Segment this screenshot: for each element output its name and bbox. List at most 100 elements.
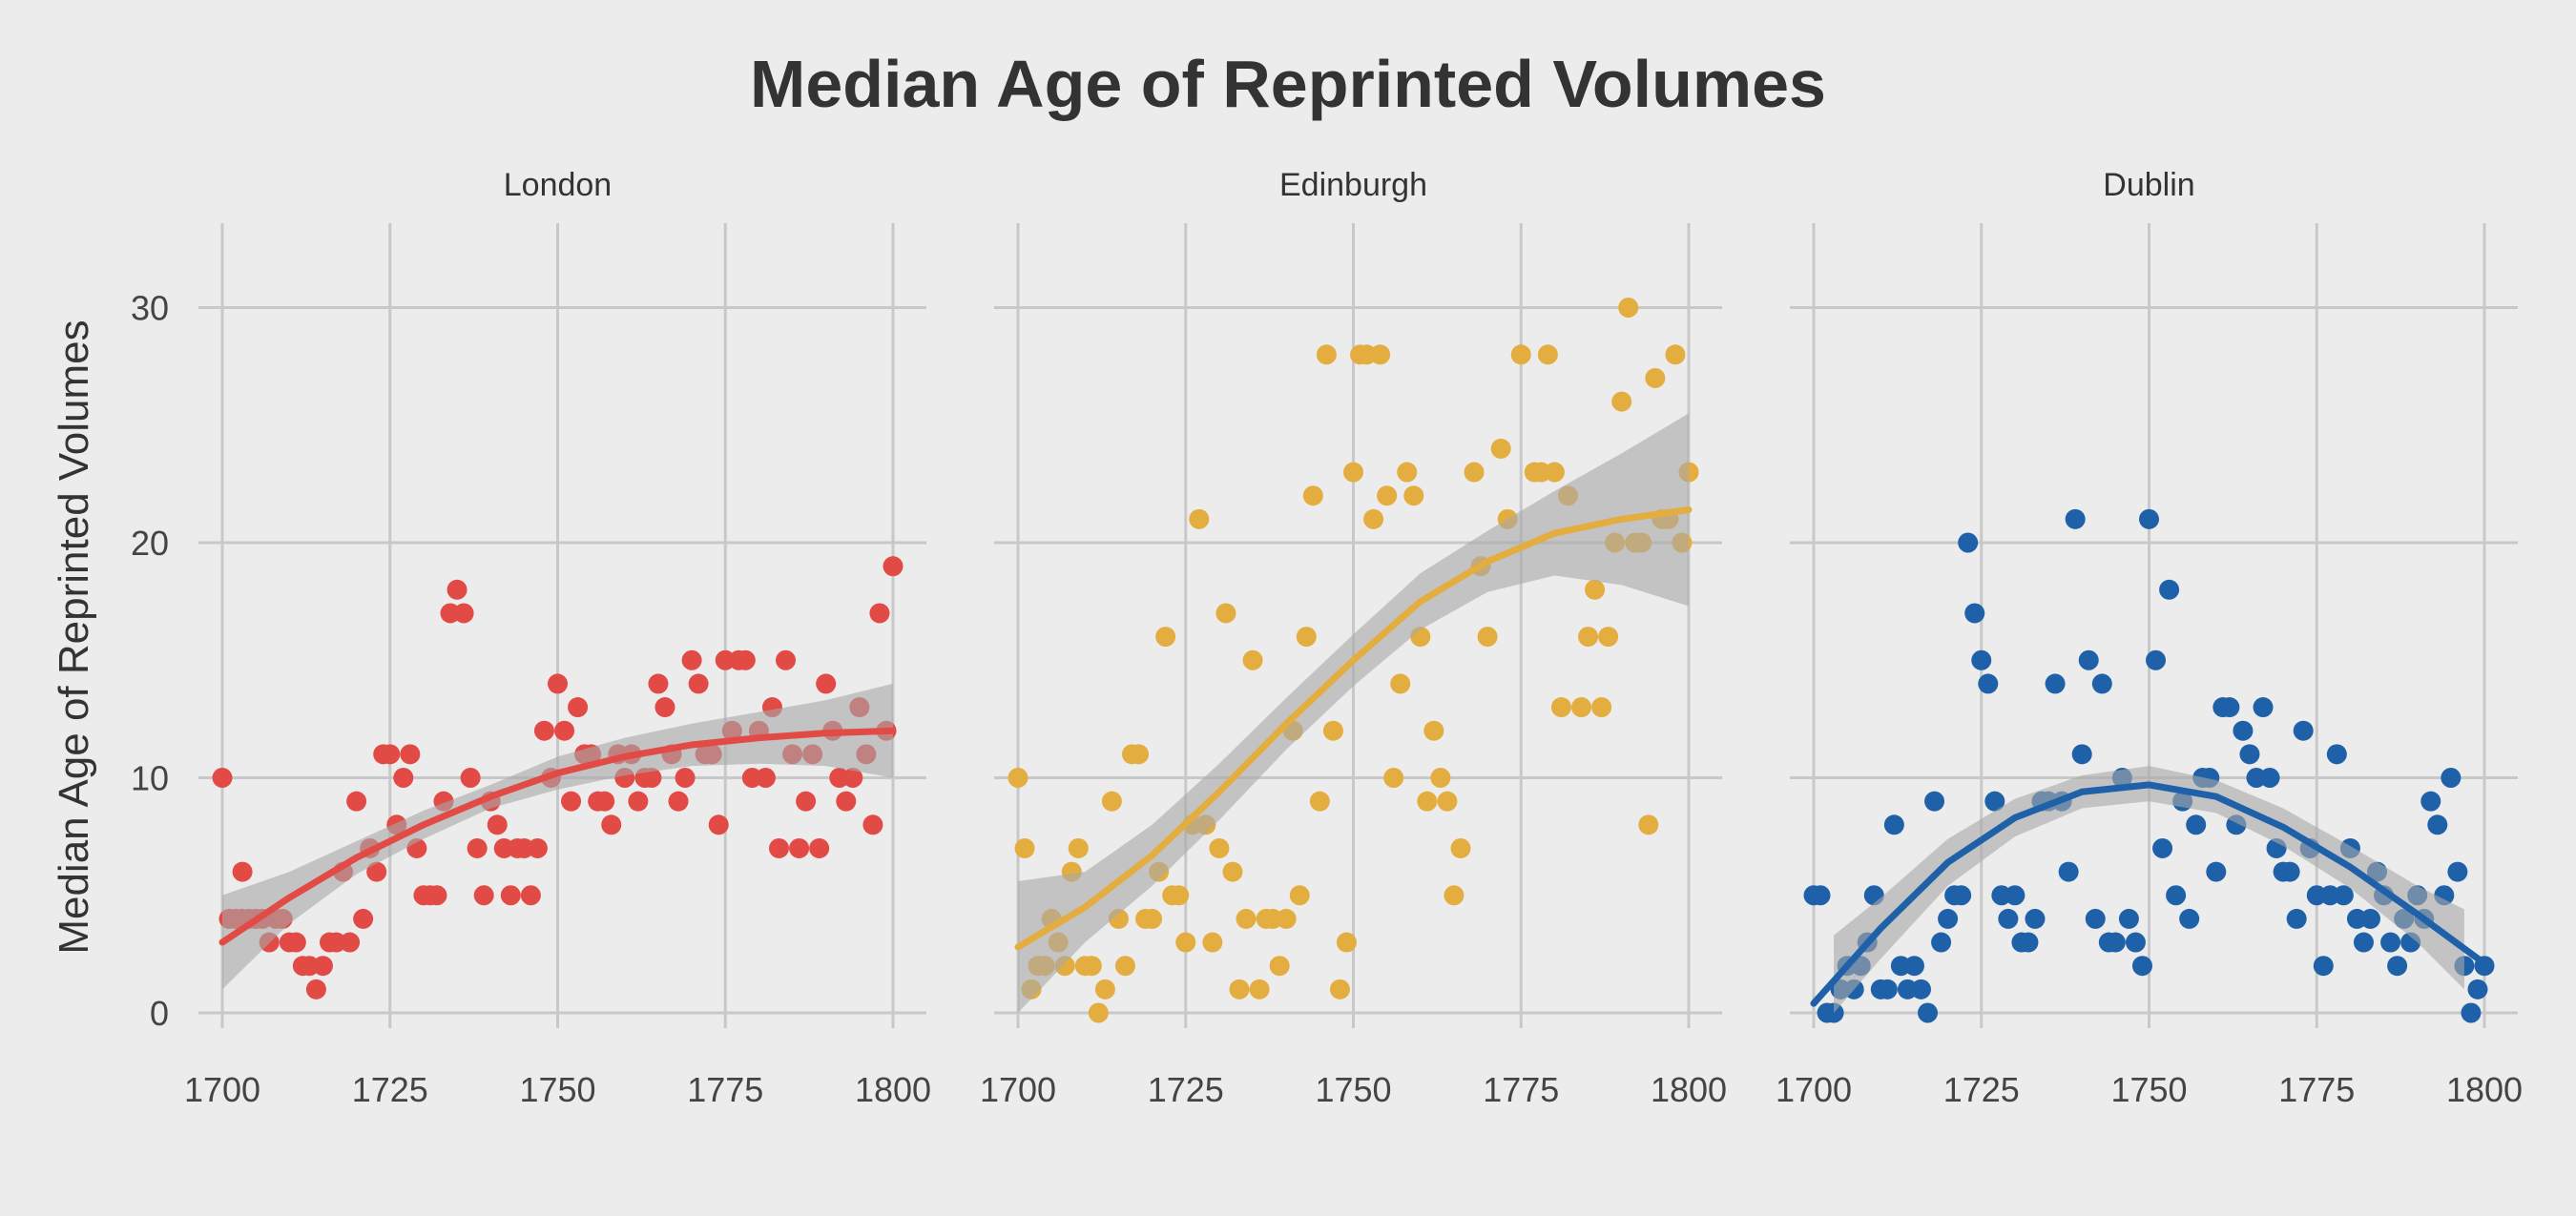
data-point [2058, 861, 2079, 882]
confidence-band [222, 683, 893, 990]
data-point [2078, 649, 2099, 670]
data-point [1175, 932, 1196, 953]
data-point [561, 791, 582, 812]
data-point [1309, 791, 1330, 812]
data-point [232, 861, 253, 882]
x-tick-label: 1725 [1943, 1070, 2020, 1109]
data-point [2045, 673, 2066, 694]
data-point [2359, 908, 2380, 929]
data-point [1971, 649, 1992, 670]
data-point [2065, 508, 2086, 529]
data-point [1665, 344, 1686, 365]
data-point [1370, 344, 1391, 365]
data-point [789, 837, 810, 858]
data-point [1289, 885, 1310, 906]
data-point [1101, 791, 1122, 812]
data-point [842, 768, 863, 788]
data-point [453, 603, 474, 624]
data-point [473, 885, 494, 906]
facet-panel-edinburgh: Edinburgh 1700 1725 1750 1775 1800 [980, 167, 1727, 1109]
data-point [548, 673, 568, 694]
x-tick-label: 1750 [519, 1070, 595, 1109]
data-point [796, 791, 817, 812]
x-tick-label: 1800 [855, 1070, 931, 1109]
data-point [2105, 932, 2126, 953]
data-point [2253, 697, 2274, 718]
y-tick-label: 30 [131, 289, 169, 328]
data-point [1276, 908, 1297, 929]
data-point [2152, 837, 2173, 858]
data-point [675, 768, 696, 788]
data-point [1081, 956, 1102, 977]
facet-title: Edinburgh [1279, 167, 1427, 203]
data-point [447, 579, 467, 600]
data-point [1142, 908, 1163, 929]
data-point [1924, 791, 1945, 812]
data-point [641, 768, 662, 788]
data-point [1938, 908, 1959, 929]
facet-title: London [504, 167, 612, 203]
data-point [1269, 956, 1290, 977]
data-point [1964, 603, 1985, 624]
data-point [1322, 720, 1343, 741]
data-point [1202, 932, 1223, 953]
data-point [2206, 861, 2227, 882]
data-point [2071, 744, 2092, 765]
y-tick-label: 20 [131, 524, 169, 563]
data-point [1611, 391, 1632, 412]
data-point [836, 791, 857, 812]
data-point [1377, 485, 1398, 506]
data-point [1169, 885, 1190, 906]
data-point [380, 744, 401, 765]
data-point [520, 885, 541, 906]
data-point [1316, 344, 1337, 365]
data-point [1877, 979, 1898, 1000]
data-point [862, 814, 883, 835]
x-tick-label: 1750 [1315, 1070, 1391, 1109]
data-point [1984, 791, 2005, 812]
data-point [1229, 979, 1250, 1000]
trend-line [218, 727, 897, 946]
data-point [2146, 649, 2167, 670]
y-tick-label: 10 [131, 759, 169, 798]
y-axis-label: Median Age of Reprinted Volumes [51, 319, 97, 954]
data-point [1397, 462, 1418, 483]
data-point [708, 814, 729, 835]
data-point [1129, 744, 1150, 765]
data-point [648, 673, 669, 694]
data-point [212, 768, 233, 788]
data-point [2441, 768, 2462, 788]
data-point [1638, 814, 1659, 835]
data-point [2387, 956, 2408, 977]
facet-title: Dublin [2103, 167, 2194, 203]
data-point [594, 791, 615, 812]
data-point [340, 932, 361, 953]
data-point [1598, 627, 1619, 648]
data-point [2239, 744, 2260, 765]
data-point [2159, 579, 2180, 600]
data-point [1242, 649, 1263, 670]
data-point [1537, 344, 1558, 365]
data-point [2125, 932, 2146, 953]
data-point [460, 768, 481, 788]
data-point [1437, 791, 1458, 812]
data-point [1249, 979, 1270, 1000]
data-point [869, 603, 890, 624]
data-point [305, 979, 326, 1000]
data-point [1918, 1002, 1939, 1023]
data-point [393, 768, 414, 788]
confidence-band [1018, 413, 1689, 1013]
chart-title: Median Age of Reprinted Volumes [750, 47, 1826, 121]
data-point [1222, 861, 1243, 882]
x-tick-label: 1775 [2278, 1070, 2355, 1109]
data-point [2326, 744, 2347, 765]
data-point [2166, 885, 2187, 906]
data-point [688, 673, 709, 694]
data-point [346, 791, 367, 812]
data-point [2353, 932, 2374, 953]
data-point [1550, 697, 1571, 718]
data-point [1578, 627, 1599, 648]
x-tick-label: 1700 [184, 1070, 260, 1109]
data-point [1910, 979, 1931, 1000]
